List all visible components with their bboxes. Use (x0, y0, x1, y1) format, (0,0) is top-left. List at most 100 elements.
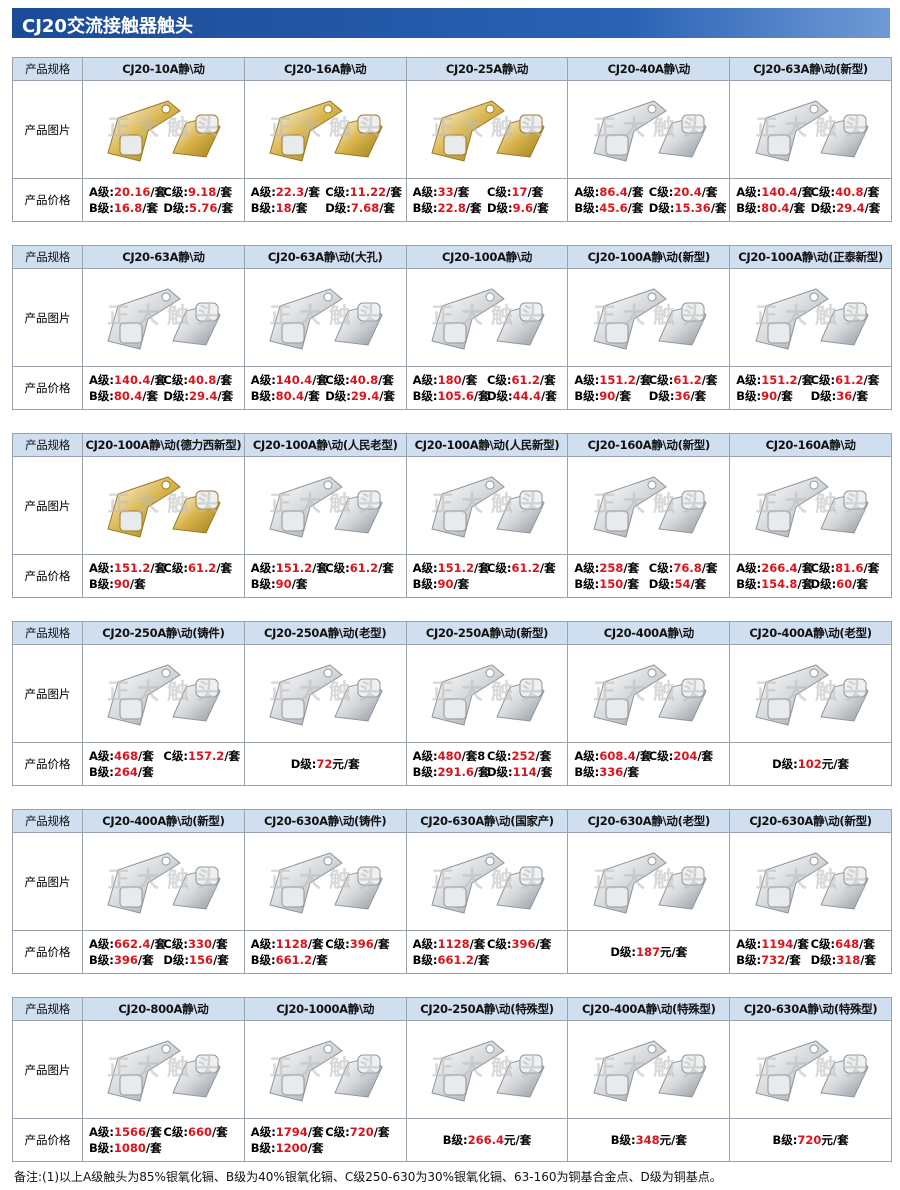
grade: B级: (89, 201, 114, 215)
contact-point (357, 490, 381, 510)
price-value: 5.76 (189, 201, 218, 215)
price-value: 72 (316, 757, 333, 771)
price-value: 90 (761, 389, 778, 403)
price-item: C级:61.2/套 (487, 560, 561, 576)
grade: D级: (810, 389, 837, 403)
price-value: 61.2 (349, 561, 379, 575)
price-line: B级:18/套 D级:7.68/套 (245, 200, 405, 216)
product-name: CJ20-100A静\动(新型) (567, 245, 731, 269)
unit: /套 (312, 953, 328, 967)
grade: C级: (810, 185, 836, 199)
product-photo: 正 大 触 头 (269, 288, 383, 350)
unit: 元/套 (821, 1133, 849, 1147)
watermark: 正 大 触 头 (755, 867, 866, 893)
price-value: 1194 (761, 937, 794, 951)
hole (809, 856, 819, 866)
product-name: CJ20-63A静\动 (82, 245, 245, 269)
photo-cell: 正 大 触 头 (405, 456, 569, 555)
price-cell: A级:662.4/套 C级:330/套 B级:396/套 D级:156/套 (82, 930, 245, 974)
price-value: 720 (797, 1133, 822, 1147)
unit: /套 (312, 561, 328, 575)
photo-cell: 正 大 触 头 (405, 268, 569, 367)
product-name: CJ20-160A静\动 (729, 433, 892, 457)
price-item: D级:5.76/套 (163, 200, 237, 216)
grade: C级: (486, 937, 512, 951)
contact-point (681, 302, 705, 322)
price-line: D级:102元/套 (731, 756, 891, 772)
price-value: 330 (187, 937, 212, 951)
price-value: 156 (189, 953, 214, 967)
price-item: C级:61.2/套 (325, 560, 399, 576)
unit: /套 (216, 561, 233, 575)
unit: /套 (797, 561, 814, 575)
unit: /套 (623, 577, 639, 591)
price-item: A级:1194/套 (736, 936, 810, 952)
product-name: CJ20-400A静\动 (567, 621, 731, 645)
price-cell: A级:151.2/套 C级:61.2/套 B级:90/套 (243, 554, 407, 598)
grade: A级: (250, 1125, 276, 1139)
price-line: B级:1080/套 (83, 1140, 243, 1156)
hole (809, 480, 819, 490)
grade: A级: (574, 373, 600, 387)
row-price: 产品价格 A级:151.2/套 C级:61.2/套 B级:90/套 A级:151.2/套… (12, 554, 892, 598)
price-line: B级:336/套 (569, 764, 729, 780)
price-value: 732 (761, 953, 786, 967)
unit: /套 (789, 201, 806, 215)
price-cell: A级:1128/套 C级:396/套 B级:661.2/套 (243, 930, 407, 974)
contact-point (281, 886, 305, 908)
price-item: B级:90/套 (251, 576, 325, 592)
price-item: B级:348元/套 (611, 1132, 687, 1148)
unit: /套 (224, 749, 241, 763)
row-price: 产品价格 A级:468/套 C级:157.2/套 B级:264/套 D级:72元/套 A级… (12, 742, 892, 786)
grade: B级: (412, 389, 438, 403)
price-item: A级:608.4/套 (574, 748, 651, 764)
price-value: 33 (437, 185, 454, 199)
contact-point (843, 1054, 867, 1074)
watermark: 正 大 触 头 (108, 115, 219, 141)
contact-point (767, 698, 791, 720)
price-line: B级:80.4/套 D级:29.4/套 (245, 388, 405, 404)
watermark: 正 大 触 头 (755, 679, 866, 705)
price-item: C级:330/套 (163, 936, 237, 952)
product-name: CJ20-250A静\动(老型) (243, 621, 407, 645)
unit: /套 (701, 373, 718, 387)
grade: A级: (574, 185, 600, 199)
price-value: 114 (512, 765, 537, 779)
watermark: 正 大 触 头 (270, 867, 381, 893)
grade: A级: (736, 937, 762, 951)
grade: C级: (648, 185, 674, 199)
grade: A级: (574, 749, 600, 763)
grade: B级: (250, 1141, 276, 1155)
unit: /套 (777, 389, 793, 403)
price-item: A级:180/套 (413, 372, 487, 388)
hole (809, 668, 819, 678)
price-cell: A级:33/套 C级:17/套 B级:22.8/套 D级:9.6/套 (405, 178, 569, 222)
grade: A级: (412, 185, 438, 199)
grade: C级: (486, 561, 512, 575)
photo-cell: 正 大 触 头 (405, 832, 569, 931)
watermark: 正 大 触 头 (270, 115, 381, 141)
grade: A级: (89, 749, 114, 763)
price-value: 90 (275, 577, 292, 591)
hole (647, 856, 657, 866)
contact-point (605, 1074, 629, 1096)
unit: /套 (539, 561, 556, 575)
photo-cell: 正 大 触 头 (729, 832, 892, 931)
price-cell: A级:258/套 C级:76.8/套 B级:150/套 D级:54/套 (567, 554, 731, 598)
grade: B级: (574, 577, 600, 591)
price-item: B级:80.4/套 (89, 388, 163, 404)
contact-point (519, 1054, 543, 1074)
watermark: 正 大 触 头 (108, 491, 219, 517)
price-value: 396 (511, 937, 536, 951)
watermark: 正 大 触 头 (270, 1055, 381, 1081)
product-name: CJ20-400A静\动(新型) (82, 809, 245, 833)
contact-point (605, 510, 629, 532)
price-item: B级:16.8/套 (89, 200, 163, 216)
price-line: B级:22.8/套 D级:9.6/套 (407, 200, 567, 216)
price-value: 18 (275, 201, 292, 215)
photo-cell: 正 大 触 头 (729, 80, 892, 179)
price-item: A级:1128/套 (413, 936, 487, 952)
price-value: 40.8 (835, 185, 864, 199)
grade: B级: (89, 765, 114, 779)
grade: C级: (325, 185, 350, 199)
